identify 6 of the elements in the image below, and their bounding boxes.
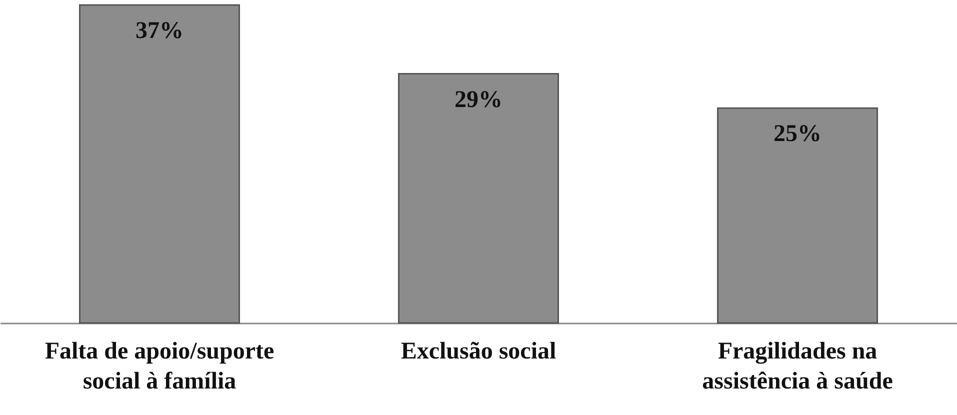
x-tick-label: Exclusão social <box>400 338 557 364</box>
data-label: 29% <box>454 86 502 113</box>
data-label: 37% <box>136 18 184 44</box>
x-tick-label: Fragilidades na assistência à saúde <box>702 338 894 394</box>
data-label: 25% <box>774 121 822 148</box>
x-tick-label: Falta de apoio/suporte social à família <box>44 338 275 394</box>
